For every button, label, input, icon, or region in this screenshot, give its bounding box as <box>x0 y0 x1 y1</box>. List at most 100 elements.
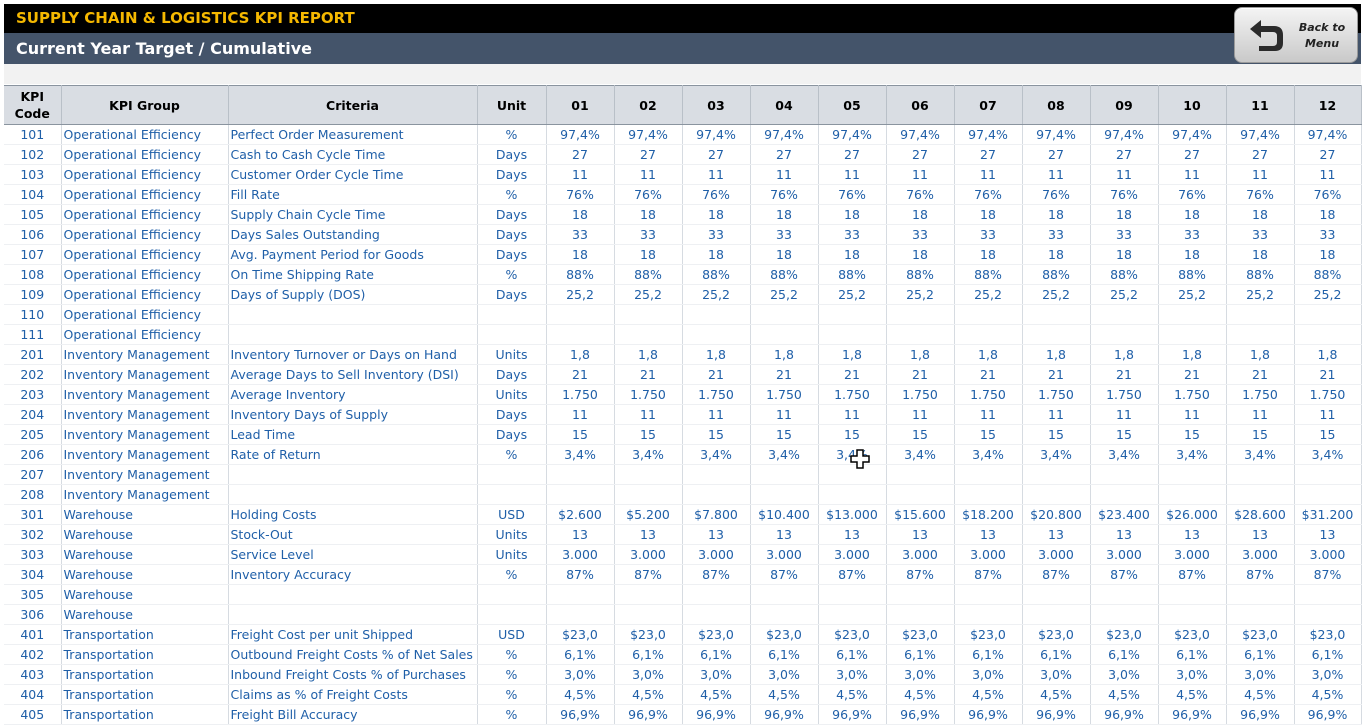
month-value-cell[interactable]: 18 <box>682 244 751 265</box>
unit-cell[interactable]: Days <box>477 424 547 445</box>
kpi-group-cell[interactable]: Transportation <box>61 624 229 645</box>
month-value-cell[interactable]: 6,1% <box>1090 644 1159 665</box>
criteria-cell[interactable]: Customer Order Cycle Time <box>228 164 478 185</box>
month-value-cell[interactable]: $31.200 <box>1294 504 1362 525</box>
month-value-cell[interactable] <box>818 604 887 625</box>
month-value-cell[interactable] <box>818 324 887 345</box>
month-value-cell[interactable]: 11 <box>1090 404 1159 425</box>
month-value-cell[interactable]: 1,8 <box>954 344 1023 365</box>
month-value-cell[interactable]: 3,0% <box>750 664 819 685</box>
month-value-cell[interactable] <box>1226 304 1295 325</box>
criteria-cell[interactable]: Rate of Return <box>228 444 478 465</box>
kpi-group-cell[interactable]: Warehouse <box>61 544 229 565</box>
month-value-cell[interactable]: 88% <box>954 264 1023 285</box>
month-value-cell[interactable]: 88% <box>750 264 819 285</box>
month-value-cell[interactable]: 4,5% <box>750 684 819 705</box>
month-value-cell[interactable] <box>1158 484 1227 505</box>
criteria-cell[interactable] <box>228 464 478 485</box>
month-value-cell[interactable]: $23,0 <box>1090 624 1159 645</box>
kpi-group-cell[interactable]: Inventory Management <box>61 444 229 465</box>
month-value-cell[interactable]: 13 <box>682 524 751 545</box>
kpi-group-cell[interactable]: Inventory Management <box>61 484 229 505</box>
month-value-cell[interactable] <box>1226 324 1295 345</box>
month-value-cell[interactable]: 25,2 <box>1022 284 1091 305</box>
month-value-cell[interactable] <box>614 584 683 605</box>
month-value-cell[interactable]: $23,0 <box>818 624 887 645</box>
month-value-cell[interactable]: 3.000 <box>1022 544 1091 565</box>
month-value-cell[interactable]: 15 <box>750 424 819 445</box>
month-value-cell[interactable] <box>1022 584 1091 605</box>
month-value-cell[interactable]: 1,8 <box>682 344 751 365</box>
unit-cell[interactable]: Days <box>477 284 547 305</box>
month-value-cell[interactable]: 4,5% <box>1090 684 1159 705</box>
month-value-cell[interactable]: 3.000 <box>1294 544 1362 565</box>
month-value-cell[interactable]: 88% <box>1226 264 1295 285</box>
month-value-cell[interactable]: 76% <box>1022 184 1091 205</box>
month-value-cell[interactable]: 33 <box>1158 224 1227 245</box>
month-value-cell[interactable]: 25,2 <box>818 284 887 305</box>
month-value-cell[interactable] <box>886 584 955 605</box>
kpi-group-cell[interactable]: Warehouse <box>61 504 229 525</box>
unit-cell[interactable]: % <box>477 684 547 705</box>
month-value-cell[interactable]: 27 <box>886 144 955 165</box>
month-value-cell[interactable]: 87% <box>1294 564 1362 585</box>
month-value-cell[interactable]: 3.000 <box>1226 544 1295 565</box>
month-value-cell[interactable]: 11 <box>1158 164 1227 185</box>
month-value-cell[interactable]: 3,4% <box>1022 444 1091 465</box>
month-value-cell[interactable] <box>614 484 683 505</box>
month-value-cell[interactable]: 33 <box>1022 224 1091 245</box>
month-value-cell[interactable]: 21 <box>750 364 819 385</box>
month-value-cell[interactable]: 87% <box>546 564 615 585</box>
month-value-cell[interactable]: 11 <box>750 164 819 185</box>
month-value-cell[interactable]: 3.000 <box>1090 544 1159 565</box>
kpi-group-cell[interactable]: Operational Efficiency <box>61 204 229 225</box>
month-value-cell[interactable]: 15 <box>614 424 683 445</box>
month-value-cell[interactable]: 1.750 <box>1294 384 1362 405</box>
month-value-cell[interactable]: 18 <box>1294 244 1362 265</box>
month-value-cell[interactable]: 87% <box>1090 564 1159 585</box>
month-value-cell[interactable]: 1.750 <box>886 384 955 405</box>
unit-cell[interactable]: % <box>477 664 547 685</box>
kpi-code-cell[interactable]: 106 <box>4 224 62 245</box>
month-value-cell[interactable]: 18 <box>954 204 1023 225</box>
month-value-cell[interactable]: $23,0 <box>954 624 1023 645</box>
month-value-cell[interactable]: 1,8 <box>614 344 683 365</box>
month-value-cell[interactable]: 4,5% <box>1022 684 1091 705</box>
month-value-cell[interactable]: 27 <box>818 144 887 165</box>
month-value-cell[interactable]: 76% <box>546 184 615 205</box>
kpi-group-cell[interactable]: Inventory Management <box>61 404 229 425</box>
month-value-cell[interactable]: 11 <box>1294 404 1362 425</box>
kpi-code-cell[interactable]: 304 <box>4 564 62 585</box>
kpi-group-cell[interactable]: Operational Efficiency <box>61 224 229 245</box>
month-value-cell[interactable]: 11 <box>1022 164 1091 185</box>
criteria-cell[interactable]: Stock-Out <box>228 524 478 545</box>
month-value-cell[interactable]: 21 <box>1294 364 1362 385</box>
month-value-cell[interactable]: 3,4% <box>1158 444 1227 465</box>
month-value-cell[interactable]: 87% <box>1022 564 1091 585</box>
month-value-cell[interactable]: 18 <box>886 204 955 225</box>
month-value-cell[interactable]: 1.750 <box>954 384 1023 405</box>
kpi-group-cell[interactable]: Inventory Management <box>61 424 229 445</box>
month-value-cell[interactable]: $28.600 <box>1226 504 1295 525</box>
month-value-cell[interactable]: 88% <box>1294 264 1362 285</box>
kpi-group-cell[interactable]: Inventory Management <box>61 364 229 385</box>
month-value-cell[interactable]: 25,2 <box>1158 284 1227 305</box>
month-value-cell[interactable]: 4,5% <box>886 684 955 705</box>
month-value-cell[interactable]: $18.200 <box>954 504 1023 525</box>
month-value-cell[interactable]: 96,9% <box>682 704 751 725</box>
month-value-cell[interactable]: 11 <box>954 404 1023 425</box>
kpi-code-cell[interactable]: 111 <box>4 324 62 345</box>
month-value-cell[interactable] <box>954 584 1023 605</box>
month-value-cell[interactable]: 15 <box>1294 424 1362 445</box>
unit-cell[interactable]: Units <box>477 344 547 365</box>
month-value-cell[interactable]: 97,4% <box>682 124 751 145</box>
month-value-cell[interactable]: 1.750 <box>1158 384 1227 405</box>
month-value-cell[interactable]: 3,0% <box>954 664 1023 685</box>
month-value-cell[interactable]: 88% <box>886 264 955 285</box>
month-value-cell[interactable] <box>1022 304 1091 325</box>
month-value-cell[interactable]: 6,1% <box>954 644 1023 665</box>
month-value-cell[interactable]: 3,4% <box>954 444 1023 465</box>
month-value-cell[interactable]: 21 <box>1090 364 1159 385</box>
kpi-group-cell[interactable]: Inventory Management <box>61 344 229 365</box>
month-value-cell[interactable]: 25,2 <box>614 284 683 305</box>
